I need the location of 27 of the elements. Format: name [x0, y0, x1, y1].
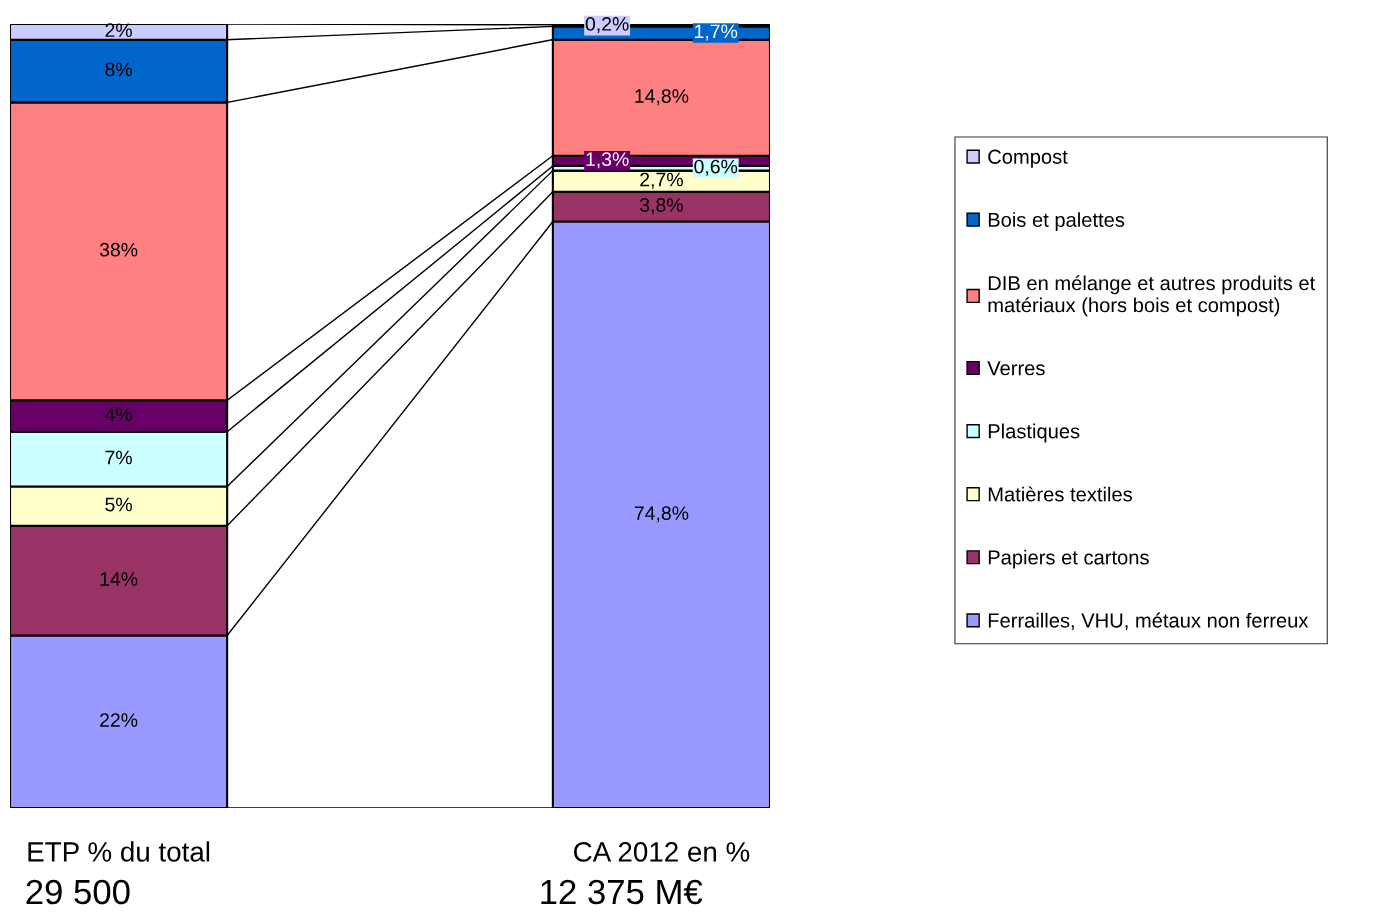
data-label: 1,3%: [586, 152, 629, 169]
x-tick-label: CA 2012 en %: [574, 842, 750, 862]
data-label: 8%: [105, 62, 132, 77]
data-label: 1,7%: [695, 24, 738, 41]
data-label: 74,8%: [634, 506, 689, 523]
legend-label: DIB en mélange et autres produits et matériaux (hors bois et compost): [988, 275, 1316, 317]
data-label: 7%: [105, 450, 132, 465]
text: 12 375 M€: [541, 879, 703, 905]
data-label: 38%: [99, 242, 138, 257]
legend-label: Bois et palettes: [988, 212, 1125, 231]
text: 29 500: [26, 879, 130, 905]
data-label: 4%: [104, 407, 132, 422]
data-label: 0,2%: [585, 17, 629, 34]
data-label: 0,6%: [694, 159, 738, 176]
legend-label: Ferrailles, VHU, métaux non ferreux: [988, 612, 1309, 631]
legend-label: Compost: [988, 149, 1068, 168]
data-label: 14,8%: [635, 89, 689, 106]
legend-label: Verres: [987, 361, 1045, 376]
data-label: 22%: [100, 713, 138, 727]
legend-label: Matières textiles: [988, 486, 1132, 502]
data-label: 14%: [100, 572, 138, 586]
data-label: 3,8%: [640, 198, 683, 215]
data-label: 2,7%: [640, 172, 683, 189]
legend-label: Papiers et cartons: [988, 549, 1149, 569]
legend-label: Plastiques: [988, 423, 1080, 443]
data-label: 5%: [105, 497, 132, 512]
x-tick-label: ETP % du total: [28, 841, 210, 862]
